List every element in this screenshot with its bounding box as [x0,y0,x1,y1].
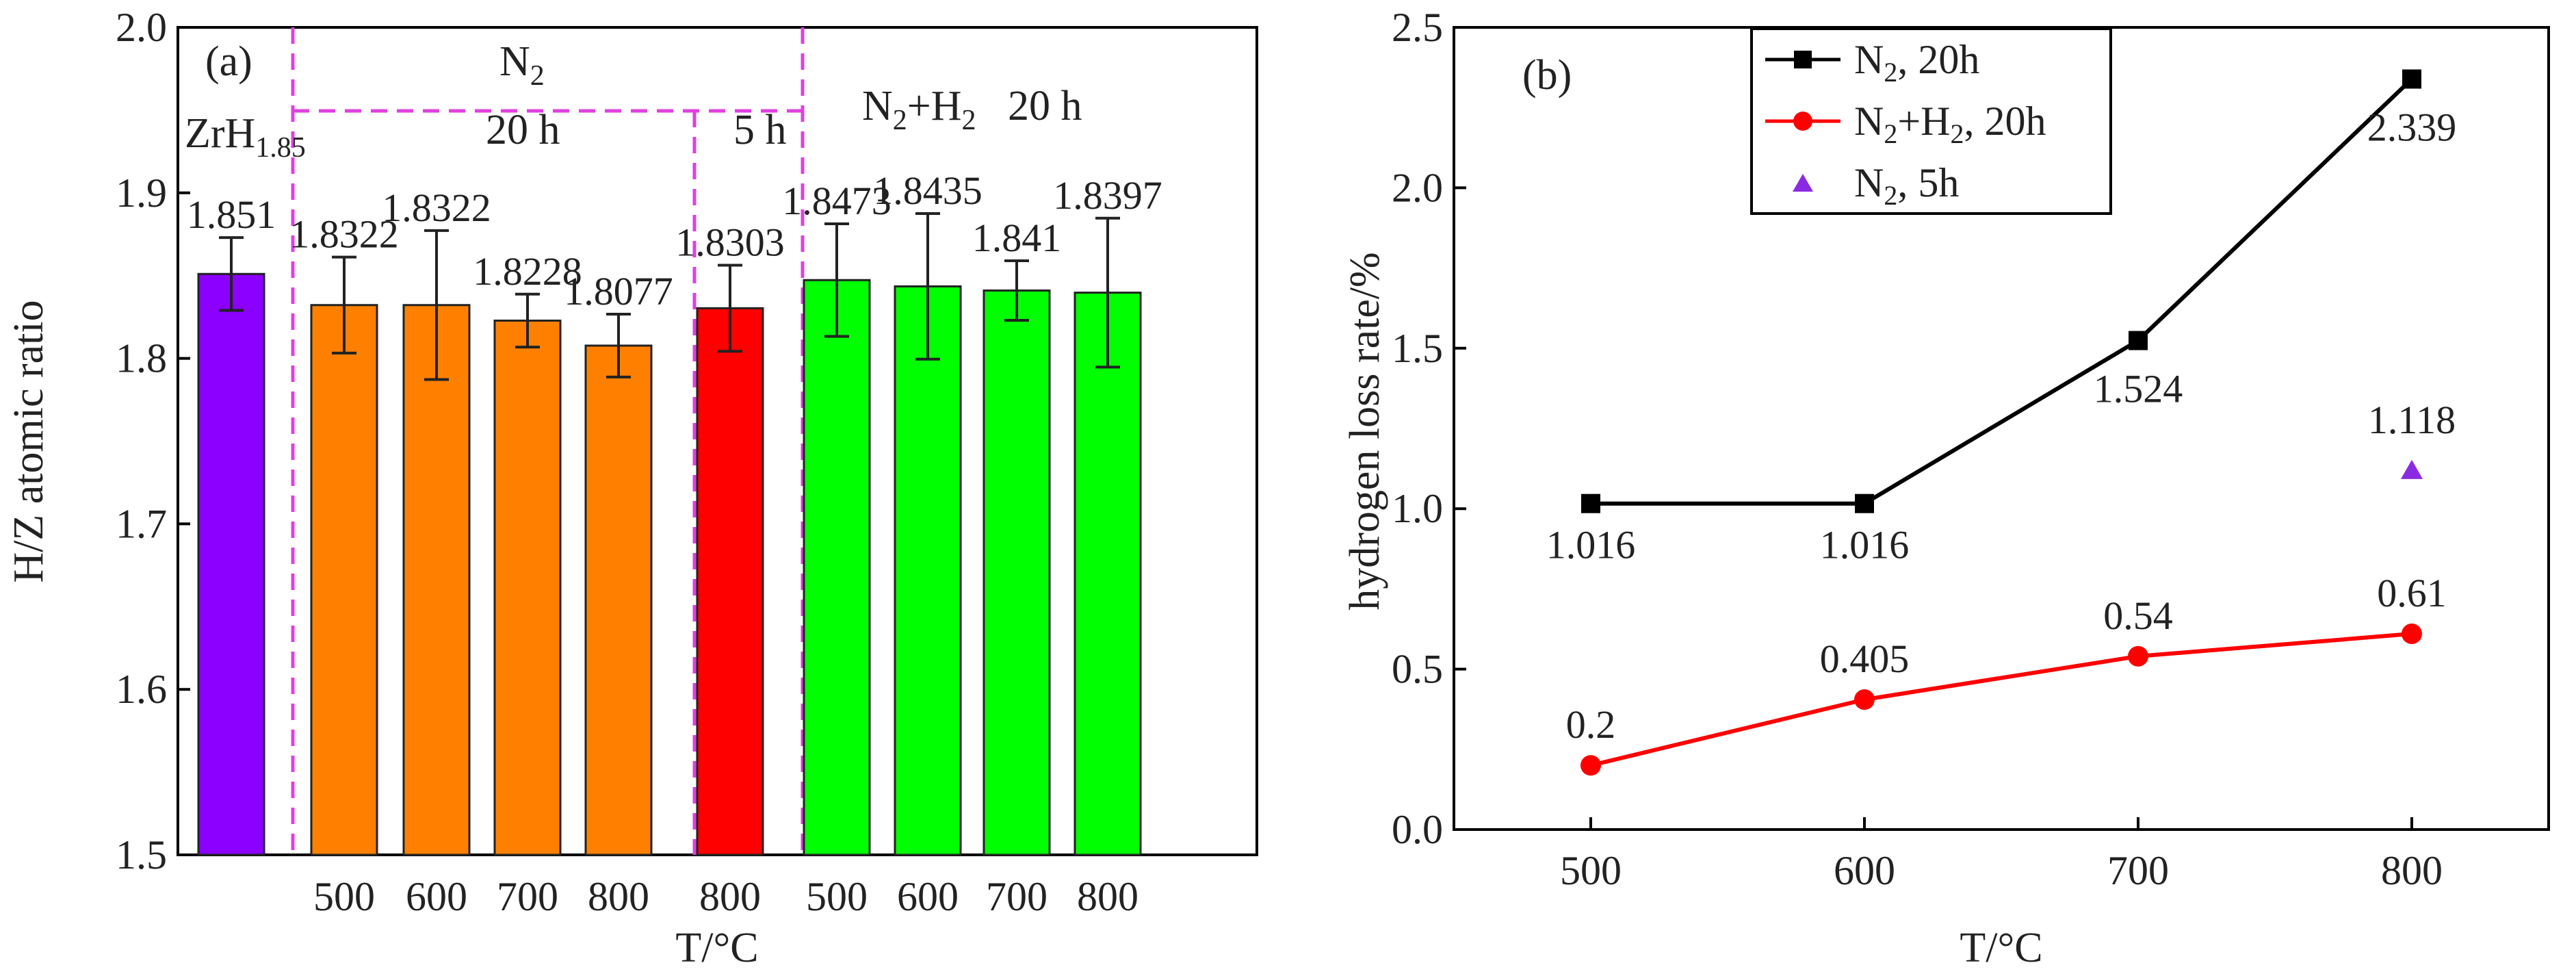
bar [983,289,1051,856]
panel-b-label: (b) [1522,52,1572,99]
panel-a-x-tick-labels: 500 600 700 800 800 500 600 700 800 [313,874,1139,919]
data-point-circle [2402,624,2422,645]
bar-data-label: 1.8435 [873,168,983,213]
point-data-label: 0.2 [1566,702,1616,747]
n2-group-label: N2 [499,38,545,92]
panel-a-x-tick-label: 600 [897,874,959,919]
bar [1074,292,1142,856]
panel-b-axes: 0.0 0.5 1.0 1.5 2.0 2.5 500 600 700 800 [1392,5,2443,893]
panel-a-y-tick-label: 1.9 [116,170,167,216]
legend-square-marker-icon [1794,51,1812,68]
panel-b-y-tick-label: 2.0 [1392,165,1443,210]
bar [310,304,378,856]
panel-a-x-axis-title: T/°C [675,925,758,971]
panel-a-x-tick-label: 700 [986,874,1048,919]
legend-label-n2h2-20h: N2+H2, 20h [1854,99,2046,149]
panel-b-y-tick-label: 2.5 [1392,5,1443,50]
point-data-label: 1.016 [1820,523,1910,567]
legend-item-n2-5h: N2, 5h [1793,160,1959,211]
panel-b-x-axis-title: T/°C [1960,925,2042,971]
legend-triangle-marker-icon [1793,174,1813,192]
panel-a-y-axis-title: H/Z atomic ratio [5,300,52,582]
panel-a-label: (a) [205,38,252,85]
bar-data-label: 1.8397 [1053,173,1162,218]
legend-label-n2-5h: N2, 5h [1854,160,1959,211]
bar [696,307,764,856]
point-data-label: 1.524 [2094,367,2183,411]
bar [197,272,265,856]
data-point-triangle [2401,459,2423,479]
n2-5h-group-label: 5 h [733,107,787,153]
panel-b-x-tick-label: 600 [1834,848,1895,893]
legend-item-n2h2-20h: N2+H2, 20h [1765,99,2046,149]
series-line [1591,77,2414,506]
panel-a-x-tick-label: 800 [1077,874,1139,919]
point-data-label: 0.405 [1820,637,1910,681]
panel-b-x-tick-label: 500 [1560,848,1622,893]
bar [803,279,871,856]
legend-item-n2-20h: N2, 20h [1765,37,1979,88]
panel-b-y-tick-label: 1.0 [1392,486,1443,531]
n2-20h-group-label: 20 h [486,107,560,153]
panel-a-x-tick-label: 800 [588,874,649,919]
data-point-circle [2128,645,2148,667]
bar-data-label: 1.8322 [289,212,399,257]
panel-a-x-tick-label: 800 [699,874,761,919]
panel-a-group-dividers [291,27,805,855]
n2h2-group-label: N2+H2 20 h [862,83,1082,136]
bar-data-label: 1.841 [972,216,1062,260]
panel-b-y-tick-label: 0.5 [1392,647,1443,692]
panel-b-y-tick-label: 0.0 [1392,807,1443,852]
panel-a-y-tick-label: 1.5 [116,832,167,877]
point-data-label: 1.118 [2368,398,2456,442]
panel-b-legend: N2, 20h N2+H2, 20h N2, 5h [1750,27,2112,215]
data-point-square [1581,493,1600,513]
legend-circle-marker-icon [1793,112,1812,131]
bar [402,304,471,856]
bar-data-label: 1.8322 [382,185,491,230]
bar-data-label: 1.851 [187,192,276,237]
data-point-circle [1854,689,1875,710]
panel-a-x-tick-label: 700 [497,874,558,919]
panel-b-series: 1.016 1.016 1.524 2.339 0.2 0.405 0.54 0.61 1.11… [1546,69,2457,776]
panel-a-x-tick-label: 600 [406,874,467,919]
bar-data-label: 1.8077 [564,269,673,313]
panel-a-x-tick-label: 500 [313,874,375,919]
bar-data-label: 1.8228 [473,249,582,294]
panel-b-y-axis-title: hydrogen loss rate/% [1342,252,1388,610]
legend-label-n2-20h: N2, 20h [1854,37,1979,88]
panel-a-x-tick-label: 500 [806,874,868,919]
data-point-circle [1580,755,1601,776]
ref-group-label: ZrH1.85 [185,110,306,164]
bar-data-label: 1.8303 [675,220,785,264]
point-data-label: 2.339 [2367,105,2457,149]
panel-a-y-tick-label: 1.7 [116,501,167,546]
bar-data-label: 1.8473 [782,179,892,223]
data-point-square [2402,69,2421,89]
panel-b-x-tick-label: 800 [2381,848,2443,893]
data-point-square [2129,331,2148,350]
panel-a-y-tick-label: 1.8 [116,336,167,381]
bar [584,344,653,856]
point-data-label: 0.61 [2377,571,2447,615]
panel-b-x-tick-label: 700 [2107,848,2169,893]
bar [894,285,962,856]
panel-b-y-tick-label: 1.5 [1392,326,1443,371]
series-line [1590,632,2412,768]
data-point-square [1855,493,1874,513]
panel-a-y-tick-label: 2.0 [116,5,167,50]
point-data-label: 1.016 [1546,523,1636,567]
point-data-label: 0.54 [2103,593,2173,638]
bar [493,319,562,856]
panel-a-y-axis: 1.5 1.6 1.7 1.8 1.9 2.0 [116,5,190,877]
panel-a-y-tick-label: 1.6 [116,667,167,712]
